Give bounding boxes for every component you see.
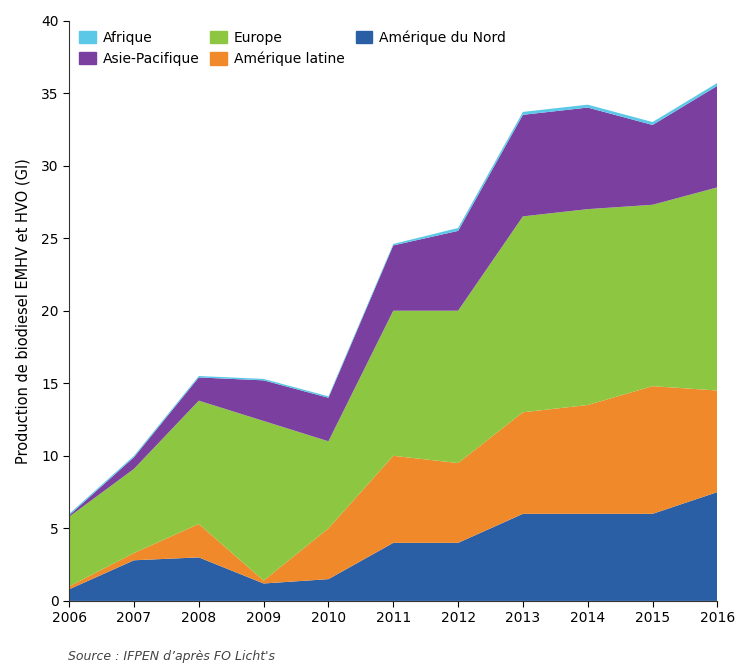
Text: Source : IFPEN d’après FO Licht's: Source : IFPEN d’après FO Licht's (68, 650, 274, 663)
Legend: Afrique, Asie-Pacifique, Europe, Amérique latine, Amérique du Nord: Afrique, Asie-Pacifique, Europe, Amériqu… (74, 25, 512, 72)
Y-axis label: Production de biodiesel EMHV et HVO (Gl): Production de biodiesel EMHV et HVO (Gl) (15, 158, 30, 464)
